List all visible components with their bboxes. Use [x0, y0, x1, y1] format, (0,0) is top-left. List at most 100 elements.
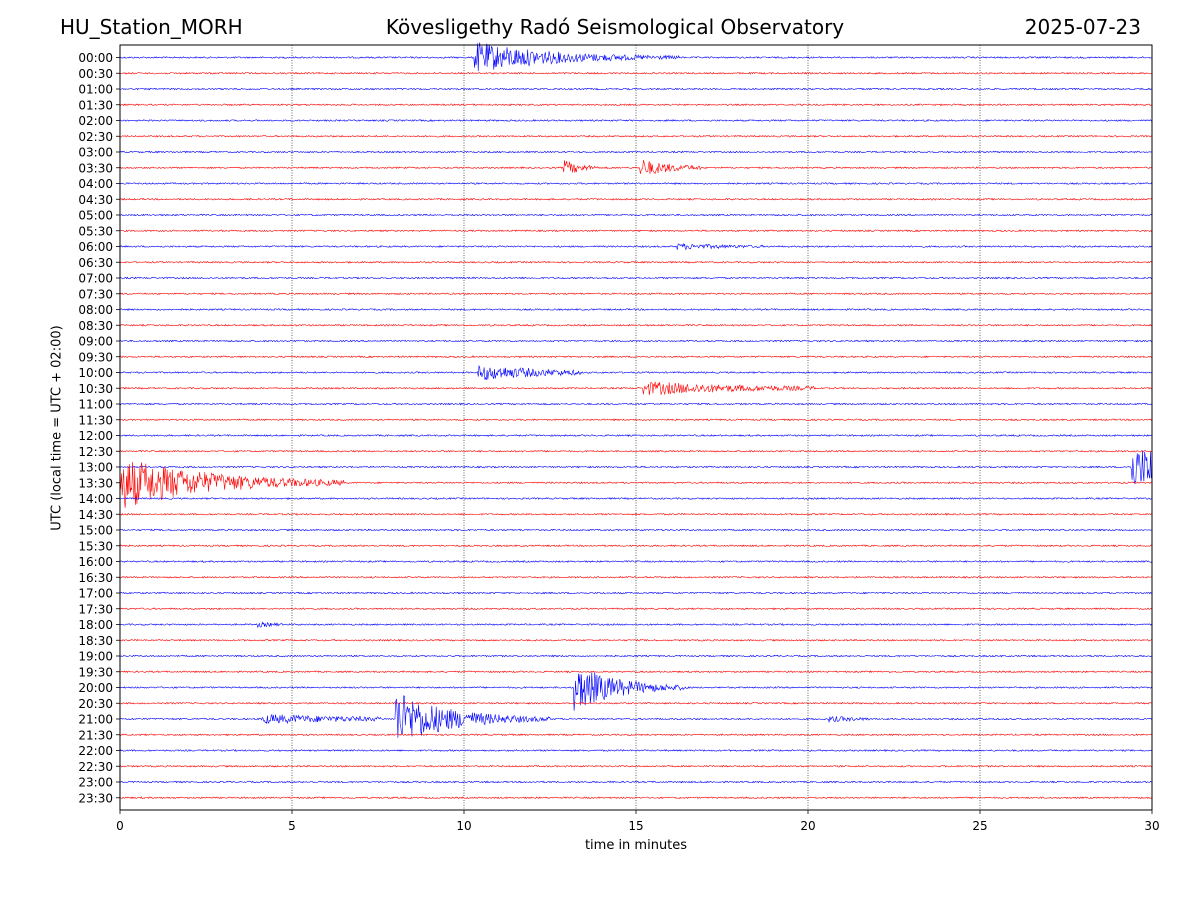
trace-1530 — [119, 544, 1153, 548]
trace-0230 — [119, 134, 1153, 138]
trace-0430 — [119, 197, 1153, 201]
trace-0100 — [119, 87, 1153, 91]
y-tick-label-2130: 21:30 — [78, 728, 113, 742]
trace-1800 — [119, 621, 1153, 629]
trace-1300 — [119, 450, 1153, 484]
y-tick-label-1930: 19:30 — [78, 665, 113, 679]
y-tick-label-0600: 06:00 — [78, 240, 113, 254]
x-tick-label-1: 5 — [288, 819, 296, 833]
y-tick-label-1330: 13:30 — [78, 476, 113, 490]
trace-1430 — [119, 512, 1153, 516]
y-tick-label-1230: 12:30 — [78, 445, 113, 459]
y-tick-label-2100: 21:00 — [78, 713, 113, 727]
x-tick-label-0: 0 — [116, 819, 124, 833]
y-tick-label-0830: 08:30 — [78, 319, 113, 333]
y-tick-label-0900: 09:00 — [78, 335, 113, 349]
x-axis-label: time in minutes — [584, 838, 688, 853]
x-axis: 0 5 10 15 20 25 30 — [116, 810, 1160, 833]
trace-2300 — [119, 780, 1153, 784]
y-tick-label-2030: 20:30 — [78, 697, 113, 711]
y-tick-label-1730: 17:30 — [78, 602, 113, 616]
y-tick-label-0230: 02:30 — [78, 130, 113, 144]
trace-2030 — [119, 701, 1153, 705]
trace-0500 — [119, 213, 1153, 217]
trace-1200 — [119, 434, 1153, 437]
y-tick-label-1900: 19:00 — [78, 650, 113, 664]
y-tick-label-2230: 22:30 — [78, 760, 113, 774]
grid-lines — [291, 45, 981, 810]
trace-1130 — [119, 418, 1153, 422]
trace-1330 — [119, 462, 1153, 508]
y-tick-label-1400: 14:00 — [78, 492, 113, 506]
trace-1500 — [119, 528, 1153, 532]
y-tick-label-1630: 16:30 — [78, 571, 113, 585]
y-tick-label-0030: 00:30 — [78, 67, 113, 81]
trace-0630 — [119, 260, 1153, 264]
trace-1700 — [119, 591, 1153, 595]
trace-0000 — [119, 42, 1153, 72]
y-tick-label-1000: 10:00 — [78, 366, 113, 380]
trace-1900 — [119, 654, 1153, 658]
trace-0830 — [119, 323, 1153, 327]
trace-group — [119, 42, 1153, 800]
y-tick-label-0800: 08:00 — [78, 303, 113, 317]
y-tick-label-0130: 01:30 — [78, 98, 113, 112]
trace-0730 — [119, 292, 1153, 296]
y-tick-label-0430: 04:30 — [78, 193, 113, 207]
y-tick-label-1130: 11:30 — [78, 413, 113, 427]
record-date: 2025-07-23 — [1024, 15, 1141, 39]
y-tick-label-0530: 05:30 — [78, 224, 113, 238]
y-tick-label-1100: 11:00 — [78, 398, 113, 412]
y-tick-label-1800: 18:00 — [78, 618, 113, 632]
trace-1030 — [119, 381, 1153, 396]
y-tick-label-0500: 05:00 — [78, 209, 113, 223]
y-tick-label-0930: 09:30 — [78, 350, 113, 364]
trace-0930 — [119, 355, 1153, 359]
trace-0900 — [119, 339, 1153, 343]
x-tick-label-4: 20 — [800, 819, 815, 833]
y-tick-label-0000: 00:00 — [78, 51, 113, 65]
y-tick-label-0700: 07:00 — [78, 272, 113, 286]
trace-1100 — [119, 402, 1153, 406]
y-tick-label-1430: 14:30 — [78, 508, 113, 522]
trace-1830 — [119, 638, 1153, 642]
y-tick-label-0330: 03:30 — [78, 161, 113, 175]
trace-2200 — [119, 749, 1153, 752]
trace-0600 — [119, 242, 1153, 250]
y-tick-label-2200: 22:00 — [78, 744, 113, 758]
y-tick-label-2000: 20:00 — [78, 681, 113, 695]
trace-0800 — [119, 308, 1153, 311]
trace-1230 — [119, 449, 1153, 453]
trace-0700 — [119, 276, 1153, 280]
y-tick-label-1300: 13:00 — [78, 461, 113, 475]
trace-0130 — [119, 103, 1153, 107]
y-tick-label-0400: 04:00 — [78, 177, 113, 191]
trace-0530 — [119, 229, 1153, 233]
y-tick-label-0300: 03:00 — [78, 146, 113, 160]
y-tick-label-1030: 10:30 — [78, 382, 113, 396]
y-tick-label-2300: 23:00 — [78, 776, 113, 790]
y-tick-label-0630: 06:30 — [78, 256, 113, 270]
station-name: HU_Station_MORH — [60, 15, 243, 39]
trace-1400 — [119, 497, 1153, 500]
y-tick-label-1500: 15:00 — [78, 524, 113, 538]
trace-2330 — [119, 796, 1153, 800]
trace-1000 — [119, 364, 1153, 380]
x-tick-label-3: 15 — [628, 819, 643, 833]
y-tick-label-0730: 07:30 — [78, 287, 113, 301]
trace-0030 — [119, 71, 1153, 75]
trace-2130 — [119, 733, 1153, 737]
trace-0330 — [119, 160, 1153, 175]
trace-2000 — [119, 672, 1153, 711]
trace-2100 — [119, 695, 1153, 738]
y-tick-label-1700: 17:00 — [78, 587, 113, 601]
y-tick-label-1600: 16:00 — [78, 555, 113, 569]
trace-1630 — [119, 575, 1153, 579]
trace-0400 — [119, 182, 1153, 185]
y-tick-label-0100: 01:00 — [78, 83, 113, 97]
trace-2230 — [119, 764, 1153, 768]
y-tick-label-2330: 23:30 — [78, 791, 113, 805]
y-tick-label-1830: 18:30 — [78, 634, 113, 648]
